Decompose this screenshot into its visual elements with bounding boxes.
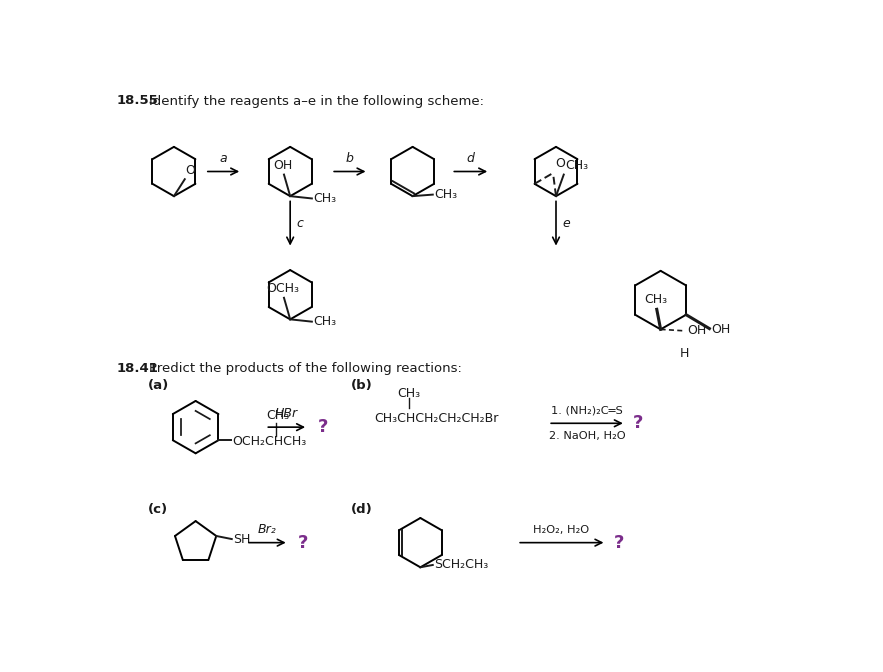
Text: a: a [220, 152, 227, 165]
Text: OH: OH [711, 323, 730, 336]
Text: 18.55: 18.55 [117, 95, 158, 108]
Text: O: O [555, 157, 565, 170]
Text: (a): (a) [147, 380, 169, 392]
Text: Predict the products of the following reactions:: Predict the products of the following re… [149, 362, 462, 376]
Text: ?: ? [633, 415, 643, 432]
Text: CH₃: CH₃ [313, 315, 336, 328]
Text: 1. (NH₂)₂C═S: 1. (NH₂)₂C═S [551, 406, 623, 415]
Text: ?: ? [318, 418, 328, 436]
Text: OH: OH [273, 159, 292, 172]
Text: H: H [680, 347, 690, 360]
Text: Identify the reagents a–e in the following scheme:: Identify the reagents a–e in the followi… [149, 95, 484, 108]
Text: (d): (d) [351, 503, 373, 515]
Text: CH₃: CH₃ [434, 188, 457, 201]
Text: ?: ? [614, 534, 624, 552]
Text: ?: ? [298, 534, 308, 552]
Text: 18.41: 18.41 [117, 362, 158, 376]
Text: O: O [185, 164, 195, 177]
Text: CH₃: CH₃ [267, 409, 290, 422]
Text: d: d [467, 152, 475, 165]
Text: HBr: HBr [275, 407, 298, 420]
Text: (b): (b) [351, 380, 373, 392]
Text: OCH₃: OCH₃ [266, 282, 299, 296]
Text: H₂O₂, H₂O: H₂O₂, H₂O [533, 525, 590, 535]
Text: CH₃: CH₃ [565, 159, 588, 172]
Text: (c): (c) [147, 503, 168, 515]
Text: CH₃: CH₃ [397, 387, 420, 400]
Text: e: e [562, 217, 570, 230]
Text: SH: SH [233, 532, 251, 546]
Text: OCH₂CHCH₃: OCH₂CHCH₃ [232, 435, 306, 448]
Text: 2. NaOH, H₂O: 2. NaOH, H₂O [548, 431, 625, 441]
Text: SCH₂CH₃: SCH₂CH₃ [434, 558, 488, 571]
Text: b: b [346, 152, 354, 165]
Text: CH₃: CH₃ [313, 192, 336, 205]
Text: Br₂: Br₂ [258, 523, 276, 536]
Text: c: c [297, 217, 303, 230]
Text: CH₃CHCH₂CH₂CH₂Br: CH₃CHCH₂CH₂CH₂Br [374, 412, 498, 425]
Text: OH: OH [687, 325, 706, 337]
Text: CH₃: CH₃ [645, 293, 668, 306]
